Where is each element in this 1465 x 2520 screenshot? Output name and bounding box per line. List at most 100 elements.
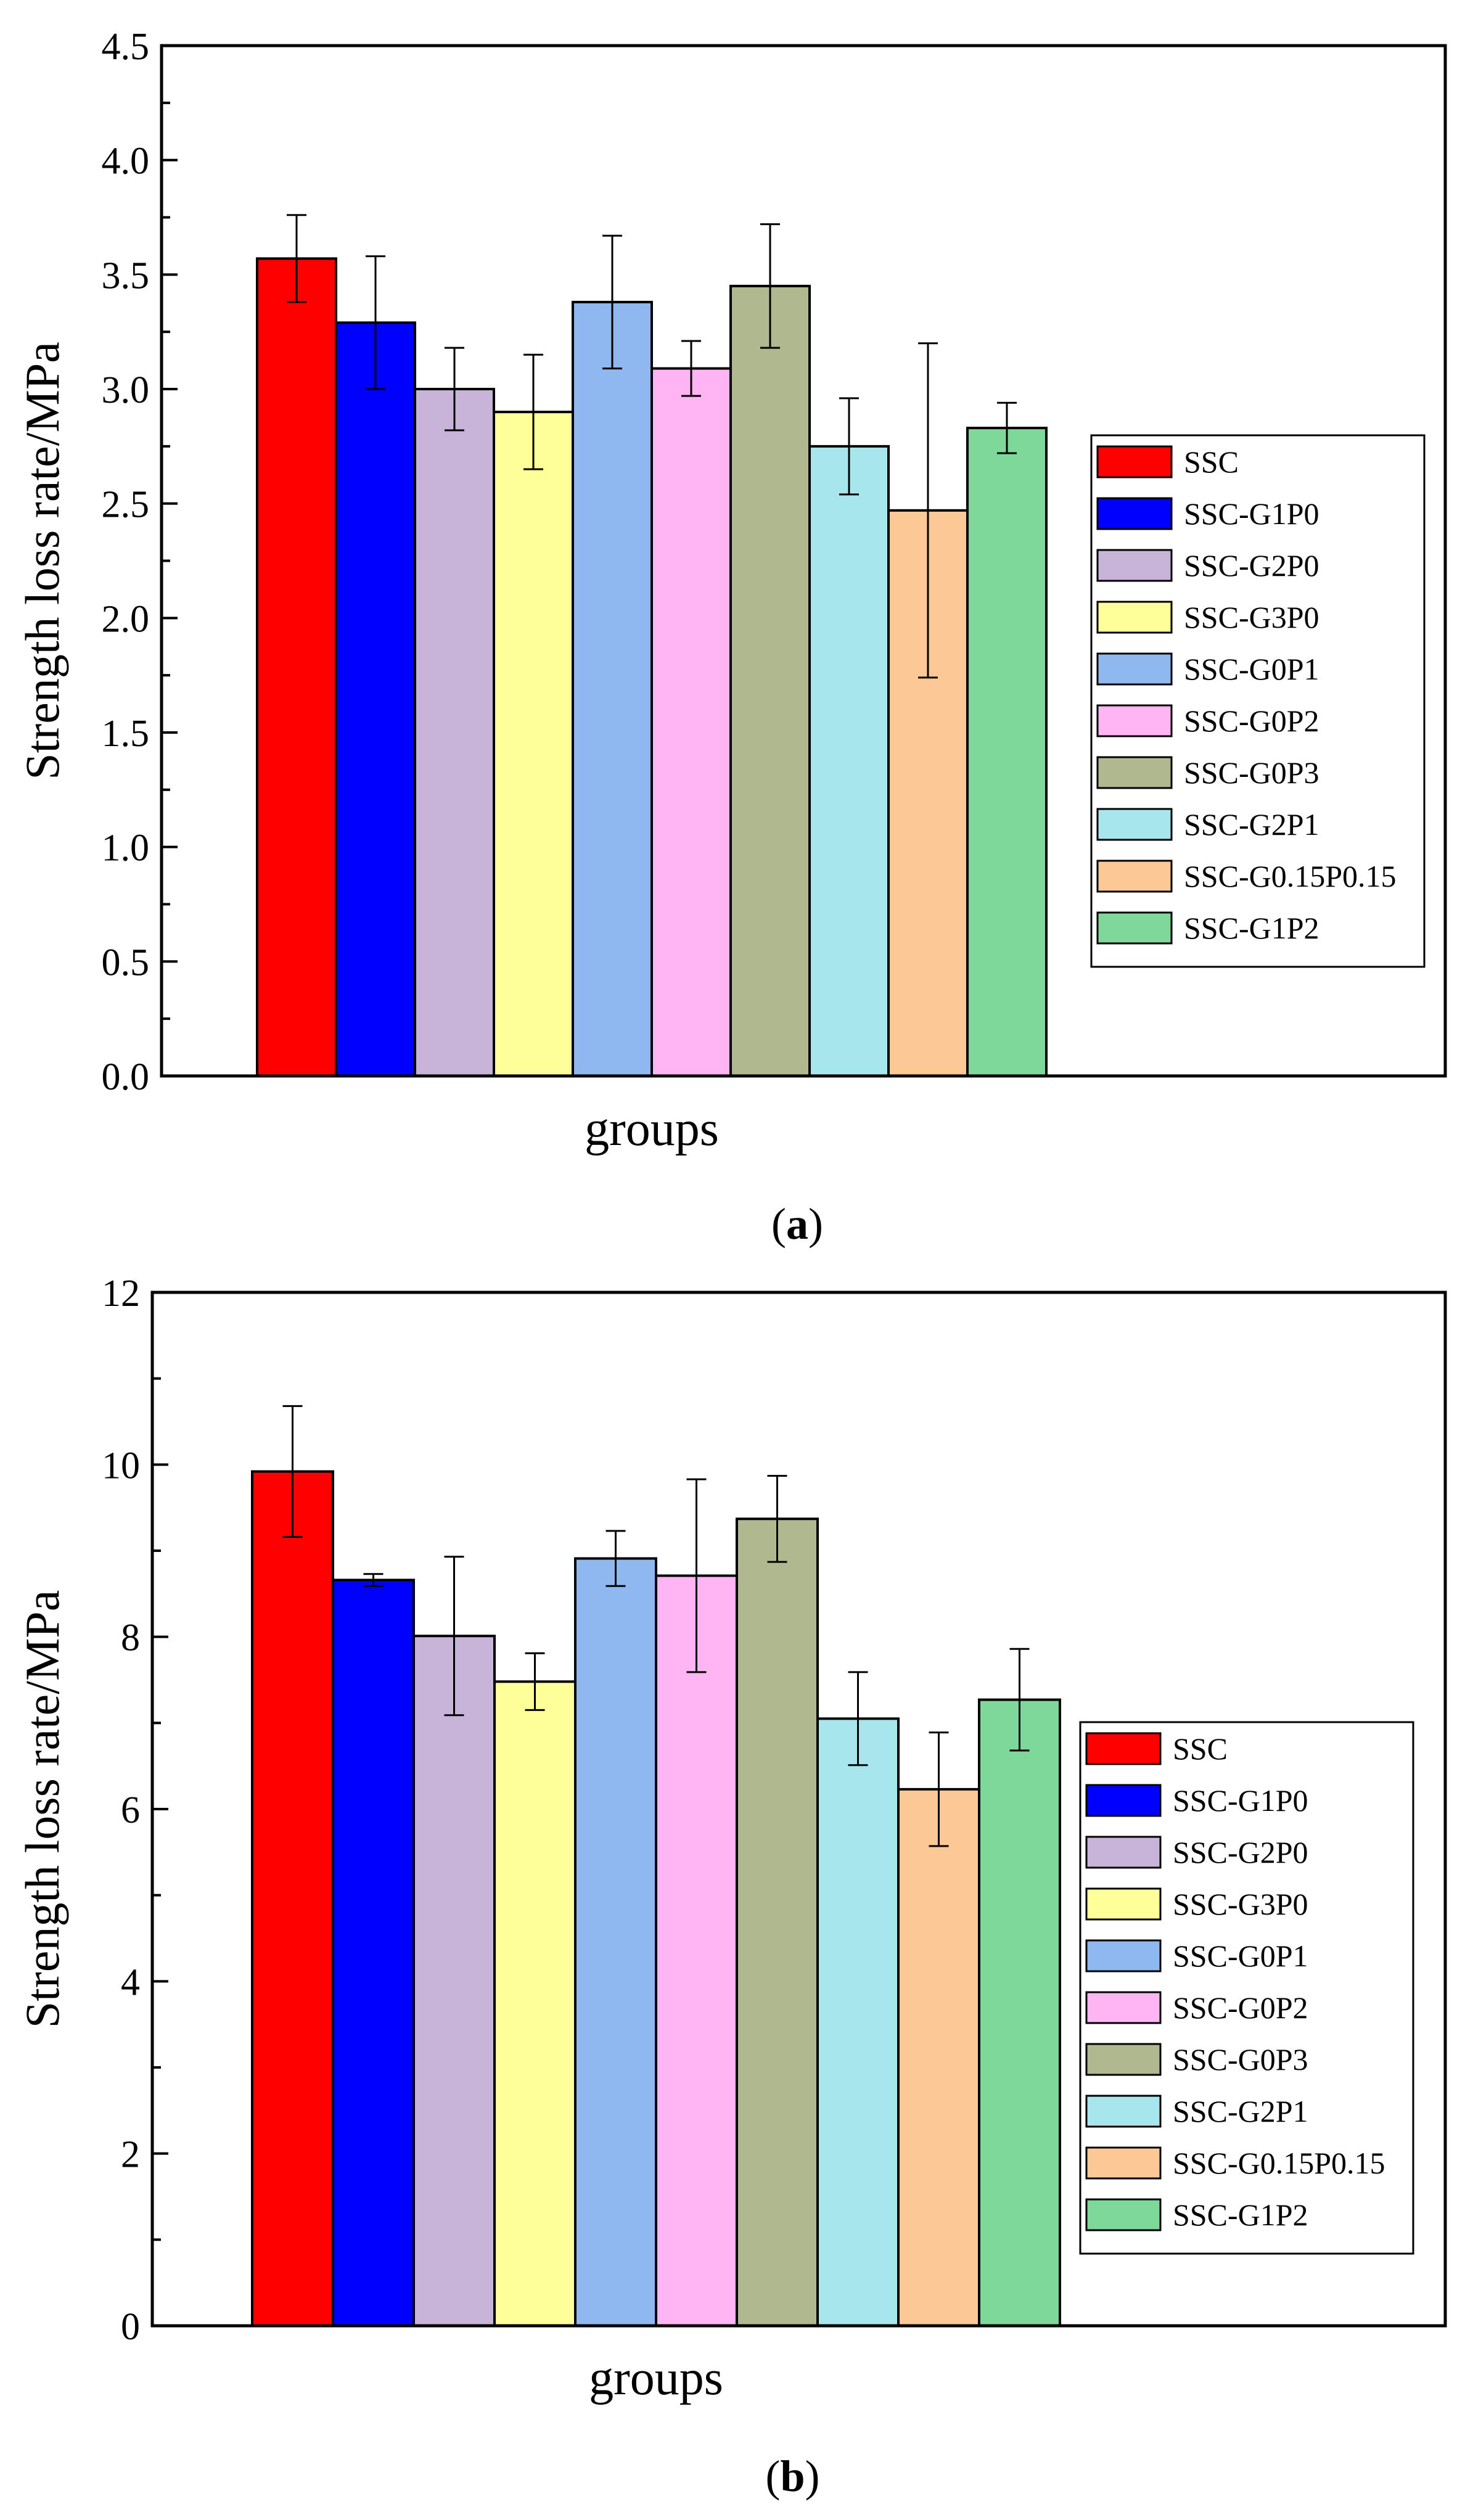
legend-swatch — [1085, 1836, 1162, 1869]
y-tick-label: 1.0 — [102, 827, 150, 869]
bar-ssc-g2p0 — [412, 1635, 496, 2327]
y-tick-label: 0.5 — [102, 942, 150, 983]
legend-swatch — [1096, 445, 1173, 478]
y-tick-label: 8 — [121, 1617, 140, 1659]
bar-ssc-g0p3 — [736, 1517, 819, 2327]
bar-ssc-g0_15p0_15 — [897, 1787, 980, 2328]
error-bar-ssc-g2p0 — [444, 1556, 464, 1717]
bar-ssc-g2p0 — [414, 388, 495, 1077]
error-bar-ssc-g0p3 — [760, 223, 780, 349]
legend-label: SSC — [1173, 1731, 1228, 1766]
y-tick-label: 3.5 — [102, 255, 150, 297]
error-bar-ssc-g1p2 — [1009, 1648, 1030, 1752]
y-tick-label: 12 — [102, 1273, 140, 1315]
chart-panel-a: 0.0 0.5 1.0 1.5 2.0 2.5 3.0 3.5 4.0 4.5 Strength l… — [15, 26, 1447, 1249]
error-bar-ssc-g0p2 — [681, 340, 701, 397]
error-bar-ssc-g0p3 — [767, 1474, 787, 1563]
bar-ssc-g2p1 — [808, 445, 890, 1077]
x-axis-label: groups — [585, 1102, 719, 1156]
bar-ssc-g1p2 — [966, 427, 1048, 1077]
legend-label: SSC — [1184, 445, 1239, 479]
error-bar-ssc-g0p2 — [686, 1478, 707, 1673]
error-bar-ssc-g3p0 — [525, 1652, 545, 1711]
legend-label: SSC-G3P0 — [1184, 600, 1319, 634]
bar-ssc-g0p3 — [729, 284, 811, 1077]
legend-swatch — [1085, 1887, 1162, 1921]
y-tick-label: 6 — [121, 1789, 140, 1831]
legend-swatch — [1085, 2095, 1162, 2128]
y-tick-label: 4.0 — [102, 141, 150, 183]
bar-ssc-g0p1 — [572, 300, 653, 1078]
legend-swatch — [1096, 860, 1173, 893]
legend-label: SSC-G1P2 — [1184, 911, 1319, 945]
legend-label: SSC-G1P2 — [1173, 2198, 1308, 2232]
legend-swatch — [1096, 601, 1173, 634]
error-bar-ssc — [287, 214, 306, 303]
legend-label: SSC-G3P0 — [1173, 1887, 1308, 1921]
error-bar-ssc-g2p1 — [848, 1671, 868, 1767]
y-axis-label: Strength loss rate/MPa — [15, 342, 69, 780]
legend-swatch — [1085, 1784, 1162, 1817]
legend-swatch — [1085, 1939, 1162, 1972]
legend-label: SSC-G2P1 — [1184, 807, 1319, 842]
legend-label: SSC-G1P0 — [1173, 1783, 1308, 1818]
legend-label: SSC-G2P1 — [1173, 2094, 1308, 2128]
legend-label: SSC-G0P1 — [1173, 1939, 1308, 1973]
bar-ssc — [251, 1470, 334, 2327]
legend-label: SSC-G0P2 — [1184, 704, 1319, 738]
y-tick-label: 2.5 — [102, 484, 150, 526]
legend-swatch — [1096, 808, 1173, 841]
bar-ssc-g1p0 — [332, 1578, 415, 2327]
error-bar-ssc-g0_15p0_15 — [929, 1731, 949, 1847]
legend-swatch — [1085, 1732, 1162, 1765]
panel-label: (a) — [771, 1199, 823, 1249]
error-bar-ssc-g1p0 — [366, 255, 385, 390]
bar-ssc-g3p0 — [493, 1680, 577, 2327]
bar-ssc-g0p1 — [574, 1557, 657, 2328]
legend-swatch — [1085, 1991, 1162, 2024]
error-bar-ssc-g1p0 — [363, 1573, 384, 1587]
panel-label: (b) — [765, 2452, 819, 2501]
error-bar-ssc-g3p0 — [523, 353, 543, 470]
legend-swatch — [1096, 911, 1173, 945]
legend-swatch — [1096, 497, 1173, 530]
y-tick-label: 3.0 — [102, 369, 150, 411]
error-bar-ssc-g0p1 — [602, 234, 622, 370]
bar-ssc-g1p0 — [335, 321, 416, 1077]
y-tick-label: 2.0 — [102, 598, 150, 640]
legend-swatch — [1085, 2043, 1162, 2076]
bar-ssc — [256, 257, 337, 1078]
y-axis-label: Strength loss rate/MPa — [15, 1590, 69, 2029]
error-bar-ssc-g2p0 — [445, 347, 464, 432]
error-bar-ssc-g1p2 — [997, 401, 1017, 454]
legend-swatch — [1096, 756, 1173, 789]
x-axis-label: groups — [589, 2351, 723, 2405]
legend-swatch — [1096, 704, 1173, 737]
error-bar-ssc-g0_15p0_15 — [918, 342, 938, 679]
legend-swatch — [1096, 549, 1173, 582]
legend-label: SSC-G0.15P0.15 — [1184, 859, 1397, 893]
legend-swatch — [1096, 652, 1173, 686]
legend-swatch — [1085, 2146, 1162, 2180]
chart-panel-b: 0 2 4 6 8 10 12 Strength loss rate/MPa groups (b)… — [15, 1273, 1447, 2501]
error-bar-ssc-g0p1 — [605, 1530, 626, 1587]
y-tick-label: 4 — [121, 1961, 140, 2003]
y-tick-label: 0 — [121, 2306, 140, 2348]
legend-label: SSC-G2P0 — [1184, 548, 1319, 583]
legend-label: SSC-G0.15P0.15 — [1173, 2146, 1385, 2180]
bar-ssc-g0p2 — [655, 1574, 738, 2328]
legend-label: SSC-G0P3 — [1184, 755, 1319, 790]
y-tick-label: 1.5 — [102, 713, 150, 755]
legend-label: SSC-G0P1 — [1184, 652, 1319, 686]
bar-ssc-g3p0 — [493, 411, 574, 1078]
legend-label: SSC-G0P2 — [1173, 1990, 1308, 2025]
bar-ssc-g1p2 — [978, 1698, 1061, 2327]
legend-label: SSC-G0P3 — [1173, 2042, 1308, 2077]
bar-ssc-g0p2 — [650, 367, 732, 1078]
error-bar-ssc-g2p1 — [839, 397, 859, 496]
bar-ssc-g2p1 — [816, 1717, 900, 2328]
y-tick-label: 4.5 — [102, 26, 150, 68]
legend-label: SSC-G2P0 — [1173, 1835, 1308, 1869]
legend-label: SSC-G1P0 — [1184, 496, 1319, 531]
